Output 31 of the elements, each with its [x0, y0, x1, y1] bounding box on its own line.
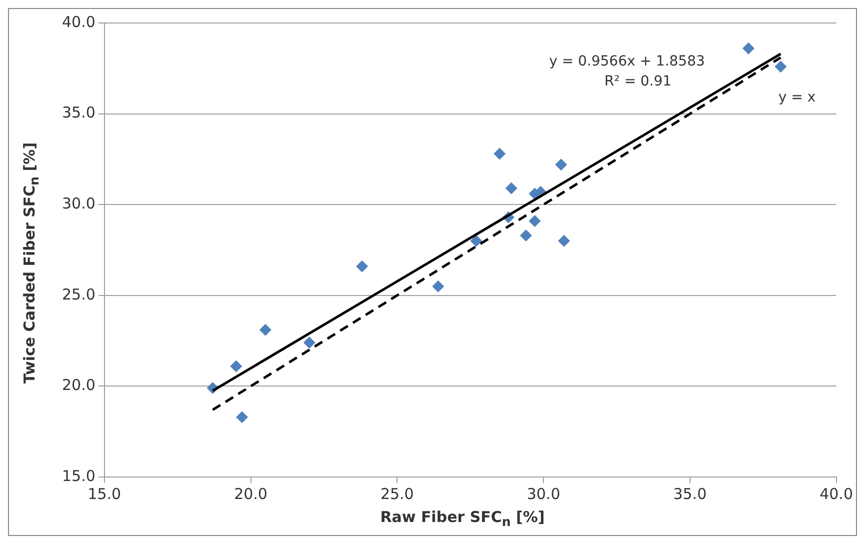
x-tick-label: 35.0	[673, 484, 707, 503]
point	[432, 280, 444, 292]
annotation: y = x	[778, 90, 816, 106]
point	[528, 214, 541, 227]
y-tick-label: 15.0	[62, 466, 96, 485]
y-tick-label: 20.0	[62, 376, 96, 394]
point	[558, 234, 570, 247]
x-tick-label: 40.0	[820, 484, 854, 503]
point	[356, 260, 368, 272]
point	[555, 158, 568, 171]
x-tick-label: 15.0	[88, 484, 122, 503]
annotation: y = 0.9566x + 1.8583	[549, 54, 705, 70]
y-tick-label: 30.0	[62, 194, 96, 212]
x-axis-title: Raw Fiber SFC$_{n}$ [%]	[379, 508, 546, 529]
point	[230, 360, 242, 372]
point	[742, 42, 754, 54]
x-tick-label: 25.0	[380, 484, 414, 503]
y-tick-label: 25.0	[62, 285, 96, 304]
annotation: R² = 0.91	[604, 74, 672, 90]
x-tick-label: 20.0	[234, 484, 268, 503]
point	[236, 411, 248, 424]
point	[303, 336, 316, 349]
point	[494, 148, 506, 160]
y-tick-label: 35.0	[62, 104, 96, 122]
point	[259, 324, 272, 336]
y-tick-label: 40.0	[62, 12, 96, 31]
point	[774, 60, 787, 73]
point	[520, 229, 532, 242]
point	[505, 182, 518, 194]
point	[470, 234, 482, 247]
x-tick-label: 30.0	[526, 484, 560, 503]
